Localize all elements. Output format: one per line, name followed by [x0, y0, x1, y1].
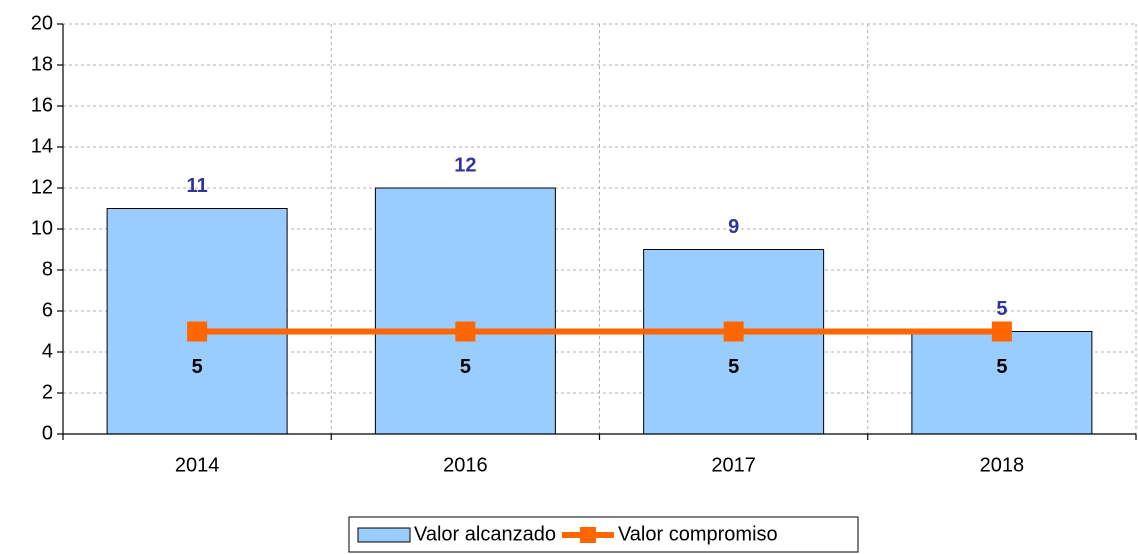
legend-swatch	[357, 527, 411, 543]
line-marker	[455, 321, 476, 342]
x-tick-label: 2018	[980, 454, 1025, 476]
y-tick-label: 18	[31, 53, 53, 75]
y-tick-label: 12	[31, 176, 53, 198]
bar	[374, 187, 556, 435]
bar	[643, 249, 825, 435]
y-tick-label: 6	[42, 299, 53, 321]
y-tick-label: 20	[31, 12, 53, 34]
bar-value-label: 12	[454, 154, 476, 176]
bar-value-label: 9	[728, 216, 739, 238]
y-tick-label: 4	[42, 340, 53, 362]
legend-label: Valor compromiso	[618, 523, 778, 545]
x-tick-label: 2014	[175, 454, 220, 476]
line-marker	[991, 321, 1012, 342]
line-value-label: 5	[996, 356, 1007, 378]
y-tick-label: 8	[42, 258, 53, 280]
line-marker	[187, 321, 208, 342]
x-tick-label: 2017	[711, 454, 756, 476]
y-tick-label: 2	[42, 381, 53, 403]
x-tick-label: 2016	[443, 454, 488, 476]
y-tick-label: 10	[31, 217, 53, 239]
bar-value-label: 5	[996, 298, 1007, 320]
legend-marker	[579, 527, 596, 543]
y-tick-label: 14	[31, 135, 53, 157]
bar	[106, 208, 288, 435]
y-tick-label: 16	[31, 94, 53, 116]
bar	[911, 331, 1093, 435]
legend-label: Valor alcanzado	[414, 523, 556, 545]
bar-value-label: 11	[187, 175, 208, 197]
line-marker	[723, 321, 744, 342]
line-value-label: 5	[192, 356, 203, 378]
y-tick-label: 0	[42, 422, 53, 444]
legend: Valor alcanzado Valor compromiso	[348, 516, 859, 553]
line-value-label: 5	[728, 356, 739, 378]
line-value-label: 5	[460, 356, 471, 378]
